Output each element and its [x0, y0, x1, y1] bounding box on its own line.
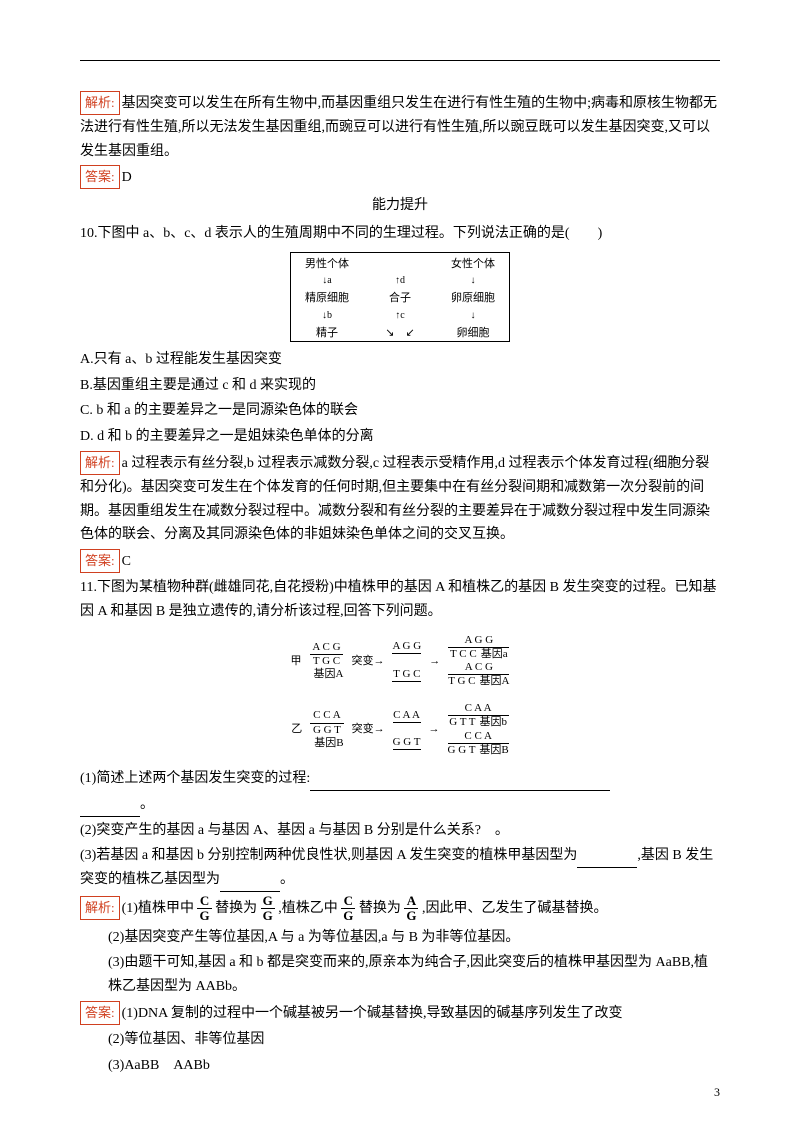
q11-answer2: (2)等位基因、非等位基因 — [80, 1028, 720, 1052]
d1-r2r: 卵原细胞 — [443, 289, 503, 308]
blank-short-1[interactable] — [577, 854, 637, 868]
answer-block-1: 答案:D — [80, 165, 720, 190]
frac-cg: CG — [197, 894, 211, 924]
arrow-icon-3: 突变→ — [352, 720, 385, 739]
d1-la: ↓a — [297, 277, 357, 285]
q11-sub2: (2)突变产生的基因 a 与基因 A、基因 a 与基因 B 分别是什么关系? 。 — [80, 819, 720, 843]
answer-label-3: 答案: — [80, 1001, 120, 1025]
arrow-icon: 突变→ — [351, 652, 384, 671]
analysis-label-2: 解析: — [80, 451, 120, 475]
q10-answer-text: C — [122, 554, 131, 569]
d1-lc: ↑c — [357, 312, 443, 320]
q11-analysis: 解析:(1)植株甲中 CG 替换为 GG ,植株乙中 CG 替换为 AG ,因此… — [80, 894, 720, 924]
seq-result-b: C A AG T T基因b C C AG G T基因B — [448, 702, 509, 757]
seq-cca: C C AG G T 基因B — [310, 709, 343, 750]
seq-row-yi: 乙 C C AG G T 基因B 突变→ C A AG G T → C A AG… — [240, 702, 560, 757]
arrow-icon-4: → — [429, 720, 440, 739]
d1-arrows: ↘ ↙ — [357, 324, 443, 343]
q10-optB: B.基因重组主要是通过 c 和 d 来实现的 — [80, 374, 720, 398]
q10-diagram: 男性个体 女性个体 ↓a ↑d ↓ 精原细胞 合子 卵原细胞 ↓b ↑c ↓ 精… — [290, 252, 510, 342]
analysis-label: 解析: — [80, 91, 120, 115]
jia-label: 甲 — [291, 652, 302, 671]
q11-sub1-cont: 。 — [80, 793, 720, 817]
seq-caa1: C A AG G T — [393, 709, 421, 751]
d1-arrow2: ↓ — [443, 312, 503, 320]
d1-arrow: ↓ — [443, 277, 503, 285]
d1-ld: ↑d — [357, 277, 443, 285]
q11-sub3: (3)若基因 a 和基因 b 分别控制两种优良性状,则基因 A 发生突变的植株甲… — [80, 844, 720, 892]
q10-stem: 10.下图中 a、b、c、d 表示人的生殖周期中不同的生理过程。下列说法正确的是… — [80, 222, 720, 246]
q11-answer3: (3)AaBB AABb — [80, 1054, 720, 1078]
q11-analysis-3: (3)由题干可知,基因 a 和 b 都是突变而来的,原亲本为纯合子,因此突变后的… — [80, 951, 720, 999]
seq-result-a: A G GT C C基因a A C GT G C基因A — [448, 634, 509, 689]
page-number: 3 — [714, 1082, 720, 1102]
section-heading: 能力提升 — [80, 194, 720, 218]
d1-lb: ↓b — [297, 312, 357, 320]
q11-diagram: 甲 A C GT G C 基因A 突变→ A G GT G C → A G GT… — [240, 634, 560, 758]
page-content: 解析:基因突变可以发生在所有生物中,而基因重组只发生在进行有性生殖的生物中;病毒… — [0, 0, 800, 1119]
frac-ag: AG — [404, 894, 418, 924]
arrow-icon-2: → — [429, 652, 440, 671]
seq-row-jia: 甲 A C GT G C 基因A 突变→ A G GT G C → A G GT… — [240, 634, 560, 689]
q10-optD: D. d 和 b 的主要差异之一是姐妹染色单体的分离 — [80, 425, 720, 449]
answer-label: 答案: — [80, 165, 120, 189]
blank-short-2[interactable] — [220, 878, 280, 892]
q10-answer: 答案:C — [80, 549, 720, 574]
q11-answer1: (1)DNA 复制的过程中一个碱基被另一个碱基替换,导致基因的碱基序列发生了改变 — [122, 1006, 623, 1021]
answer-label-2: 答案: — [80, 549, 120, 573]
frac-gg: GG — [261, 894, 275, 924]
q11-analysis-2: (2)基因突变产生等位基因,A 与 a 为等位基因,a 与 B 为非等位基因。 — [80, 926, 720, 950]
d1-r2m: 合子 — [357, 289, 443, 308]
q11-stem: 11.下图为某植物种群(雌雄同花,自花授粉)中植株甲的基因 A 和植株乙的基因 … — [80, 576, 720, 624]
answer-text-1: D — [122, 170, 132, 185]
q10-optA: A.只有 a、b 过程能发生基因突变 — [80, 348, 720, 372]
q10-analysis-text: a 过程表示有丝分裂,b 过程表示减数分裂,c 过程表示受精作用,d 过程表示个… — [80, 456, 710, 542]
analysis-text-1: 基因突变可以发生在所有生物中,而基因重组只发生在进行有性生殖的生物中;病毒和原核… — [80, 96, 717, 159]
d1-r3r: 卵细胞 — [443, 324, 503, 343]
yi-label: 乙 — [291, 720, 302, 739]
seq-acg: A C GT G C 基因A — [310, 641, 344, 682]
d1-spacer — [357, 255, 443, 274]
d1-r2l: 精原细胞 — [297, 289, 357, 308]
frac-ca: CG — [341, 894, 355, 924]
analysis-label-3: 解析: — [80, 896, 120, 920]
d1-r1r: 女性个体 — [443, 255, 503, 274]
d1-r3l: 精子 — [297, 324, 357, 343]
analysis-block-1: 解析:基因突变可以发生在所有生物中,而基因重组只发生在进行有性生殖的生物中;病毒… — [80, 91, 720, 163]
blank-line-1b[interactable] — [80, 803, 140, 817]
seq-agg1: A G GT G C — [392, 640, 421, 682]
blank-line-1[interactable] — [310, 777, 610, 791]
q10-optC: C. b 和 a 的主要差异之一是同源染色体的联会 — [80, 399, 720, 423]
d1-r1l: 男性个体 — [297, 255, 357, 274]
q10-analysis: 解析:a 过程表示有丝分裂,b 过程表示减数分裂,c 过程表示受精作用,d 过程… — [80, 451, 720, 547]
top-rule — [80, 60, 720, 61]
q11-answer-block: 答案:(1)DNA 复制的过程中一个碱基被另一个碱基替换,导致基因的碱基序列发生… — [80, 1001, 720, 1026]
q11-sub1: (1)简述上述两个基因发生突变的过程: — [80, 767, 720, 791]
